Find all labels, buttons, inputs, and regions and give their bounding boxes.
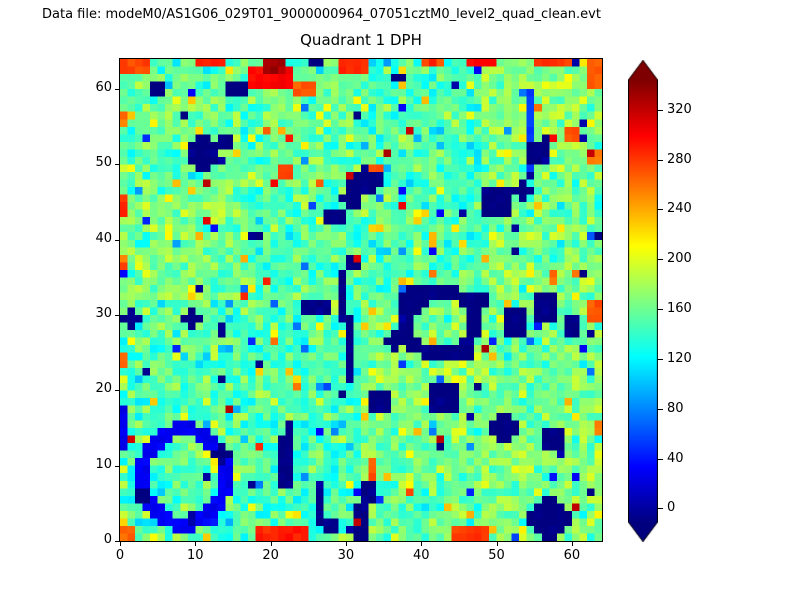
y-axis-tick-label: 50 <box>95 155 112 171</box>
heatmap-canvas <box>120 59 602 541</box>
y-axis-tick-label: 30 <box>95 306 112 322</box>
colorbar-tick-mark <box>658 458 663 460</box>
colorbar-tick-mark <box>658 309 663 311</box>
x-axis-tick-label: 30 <box>337 548 355 563</box>
x-tick-mark <box>421 542 423 546</box>
x-axis-tick-label: 50 <box>488 548 505 563</box>
datafile-label: Data file: modeM0/AS1G06_029T01_90000009… <box>42 7 601 22</box>
x-tick-mark <box>571 542 573 546</box>
y-tick-mark <box>115 164 119 166</box>
x-tick-mark <box>195 542 197 546</box>
y-tick-mark <box>115 390 119 392</box>
y-tick-mark <box>115 541 119 542</box>
colorbar-tick-label: 80 <box>667 400 684 416</box>
y-axis-tick-label: 60 <box>95 80 112 96</box>
colorbar-tick-label: 200 <box>667 251 692 267</box>
x-tick-mark <box>496 542 498 546</box>
x-axis-tick-label: 20 <box>262 548 279 563</box>
x-tick-mark <box>120 542 121 546</box>
y-axis-tick-label: 0 <box>103 532 112 547</box>
colorbar-tick-label: 120 <box>667 350 692 366</box>
colorbar-tick-mark <box>658 109 663 111</box>
plot-title: Quadrant 1 DPH <box>300 31 422 49</box>
x-axis-tick-label: 60 <box>563 548 581 563</box>
x-axis-tick-label: 10 <box>187 548 204 563</box>
colorbar-tick-mark <box>658 508 663 510</box>
y-axis-tick-label: 20 <box>95 381 112 397</box>
colorbar-tick-label: 320 <box>667 101 692 117</box>
colorbar-tick-mark <box>658 259 663 261</box>
colorbar-tick-mark <box>658 159 663 161</box>
colorbar-tick-label: 240 <box>667 201 692 217</box>
y-tick-mark <box>115 315 119 317</box>
heatmap-axes-frame <box>119 58 603 542</box>
y-axis-tick-label: 10 <box>95 456 112 472</box>
colorbar-tick-label: 40 <box>667 450 684 466</box>
colorbar-canvas <box>628 60 658 542</box>
y-axis-tick-label: 40 <box>95 230 112 246</box>
y-tick-mark <box>115 239 119 241</box>
x-tick-mark <box>270 542 272 546</box>
colorbar-tick-label: 280 <box>667 151 692 167</box>
colorbar-tick-label: 0 <box>667 500 676 516</box>
x-axis-tick-label: 0 <box>115 548 125 563</box>
y-tick-mark <box>115 465 119 467</box>
x-axis-tick-label: 40 <box>412 548 430 563</box>
x-tick-mark <box>345 542 347 546</box>
colorbar-tick-label: 160 <box>667 301 692 317</box>
colorbar-tick-mark <box>658 209 663 211</box>
y-tick-mark <box>115 89 119 91</box>
colorbar-tick-mark <box>658 358 663 360</box>
colorbar-tick-mark <box>658 408 663 410</box>
